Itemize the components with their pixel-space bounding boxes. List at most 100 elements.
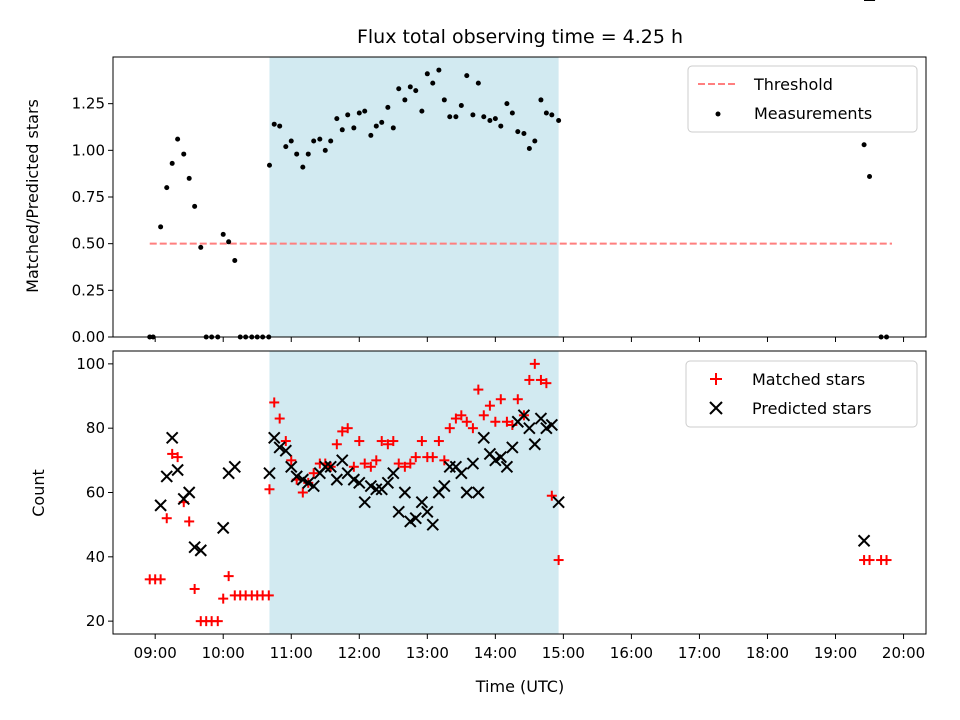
top-panel: 0.00 0.25 0.50 0.75 1.00 1.25	[72, 56, 927, 346]
measurement-point	[390, 125, 396, 131]
measurement-point	[402, 97, 408, 103]
predicted-star-point	[160, 470, 173, 483]
predicted-star-point	[528, 438, 542, 451]
predicted-star-point	[182, 486, 196, 499]
predicted-star-point	[409, 512, 422, 525]
matched-star-point	[184, 516, 195, 527]
measurement-point	[305, 151, 311, 157]
matched-star-point	[212, 616, 223, 627]
predicted-star-point	[336, 454, 349, 467]
measurement-point	[861, 142, 867, 148]
predicted-star-point	[438, 479, 451, 493]
predicted-star-point	[285, 460, 298, 473]
measurement-point	[436, 67, 442, 73]
predicted-star-point	[263, 466, 276, 480]
measurement-point	[322, 147, 328, 153]
measurement-point	[556, 117, 562, 123]
measurement-point	[532, 138, 538, 144]
predicted-star-point	[552, 495, 565, 509]
bottom-highlight-span	[269, 351, 559, 634]
predicted-star-point	[154, 499, 167, 512]
legend-predicted-label: Predicted stars	[752, 399, 872, 418]
matched-star-point	[490, 416, 501, 427]
matched-star-point	[308, 468, 319, 479]
legend-matched-label: Matched stars	[752, 370, 865, 389]
x-tick-label: 16:00	[610, 644, 653, 662]
matched-star-point	[433, 436, 444, 447]
matched-star-point	[467, 423, 478, 434]
predicted-star-point	[494, 450, 507, 464]
matched-star-point	[512, 394, 523, 405]
predicted-star-point	[545, 418, 559, 432]
measurement-point	[317, 136, 323, 142]
matched-star-point	[264, 484, 275, 495]
measurement-point	[385, 104, 391, 110]
measurement-point	[368, 132, 374, 138]
measurement-point	[396, 86, 402, 92]
measurement-point	[475, 80, 481, 86]
predicted-star-point	[517, 409, 531, 422]
measurement-point	[226, 239, 232, 245]
matched-star-point	[529, 358, 540, 369]
x-tick-label: 17:00	[678, 644, 721, 662]
top-y-tick-label: 0.00	[72, 328, 105, 346]
predicted-star-point	[857, 534, 871, 547]
measurement-point	[351, 125, 357, 131]
predicted-star-point	[353, 476, 366, 490]
predicted-star-point	[217, 521, 230, 535]
measurement-point	[407, 84, 413, 90]
measurement-point	[413, 88, 419, 94]
measurement-point	[164, 185, 170, 191]
measurement-point	[271, 121, 277, 127]
matched-star-point	[450, 413, 461, 424]
top-legend-box	[687, 65, 918, 133]
predicted-star-point	[477, 431, 490, 445]
matched-star-point	[439, 455, 450, 466]
bottom-y-tick-label: 20	[86, 612, 105, 630]
matched-star-point	[269, 397, 280, 408]
x-tick-label: 09:00	[134, 644, 177, 662]
x-tick-label: 13:00	[406, 644, 449, 662]
predicted-star-point	[194, 544, 207, 557]
x-tick-label: 20:00	[882, 644, 925, 662]
top-y-tick-label: 0.25	[72, 281, 105, 299]
top-highlight-span	[269, 57, 559, 337]
top-plot-frame	[112, 56, 927, 338]
matched-star-point	[223, 571, 234, 582]
predicted-star-point	[426, 518, 439, 531]
predicted-star-point	[171, 463, 184, 477]
matched-star-point	[280, 436, 291, 447]
x-tick-label: 19:00	[814, 644, 857, 662]
matched-star-point	[553, 555, 564, 566]
matched-star-point	[456, 410, 467, 421]
measurement-point	[379, 119, 385, 125]
matched-star-point	[342, 423, 353, 434]
matched-star-point	[161, 513, 172, 524]
bottom-y-axis-label: Count	[29, 469, 48, 517]
predicted-star-point	[466, 457, 480, 470]
measurement-point	[294, 151, 300, 157]
matched-star-point	[399, 461, 410, 472]
measurement-point	[283, 144, 289, 150]
legend-measurements-label: Measurements	[754, 104, 872, 123]
matched-star-point	[263, 590, 274, 601]
matched-star-point	[286, 455, 297, 466]
matched-star-point	[393, 458, 404, 469]
x-tick-label: 18:00	[746, 644, 789, 662]
measurement-point	[356, 110, 362, 116]
matched-star-point	[376, 436, 387, 447]
measurement-point	[453, 114, 459, 120]
legend-measurements-swatch	[715, 111, 721, 117]
top-y-tick-label: 0.50	[72, 235, 105, 253]
measurement-point	[441, 97, 447, 103]
top-legend: Threshold Measurements	[687, 65, 918, 133]
measurement-point	[419, 108, 425, 114]
measurement-point	[424, 71, 430, 77]
measurement-point	[430, 80, 436, 86]
matched-star-point	[524, 374, 535, 385]
predicted-star-point	[421, 505, 434, 519]
measurement-point	[198, 244, 204, 250]
predicted-star-point	[534, 412, 548, 425]
matched-star-point	[371, 455, 382, 466]
